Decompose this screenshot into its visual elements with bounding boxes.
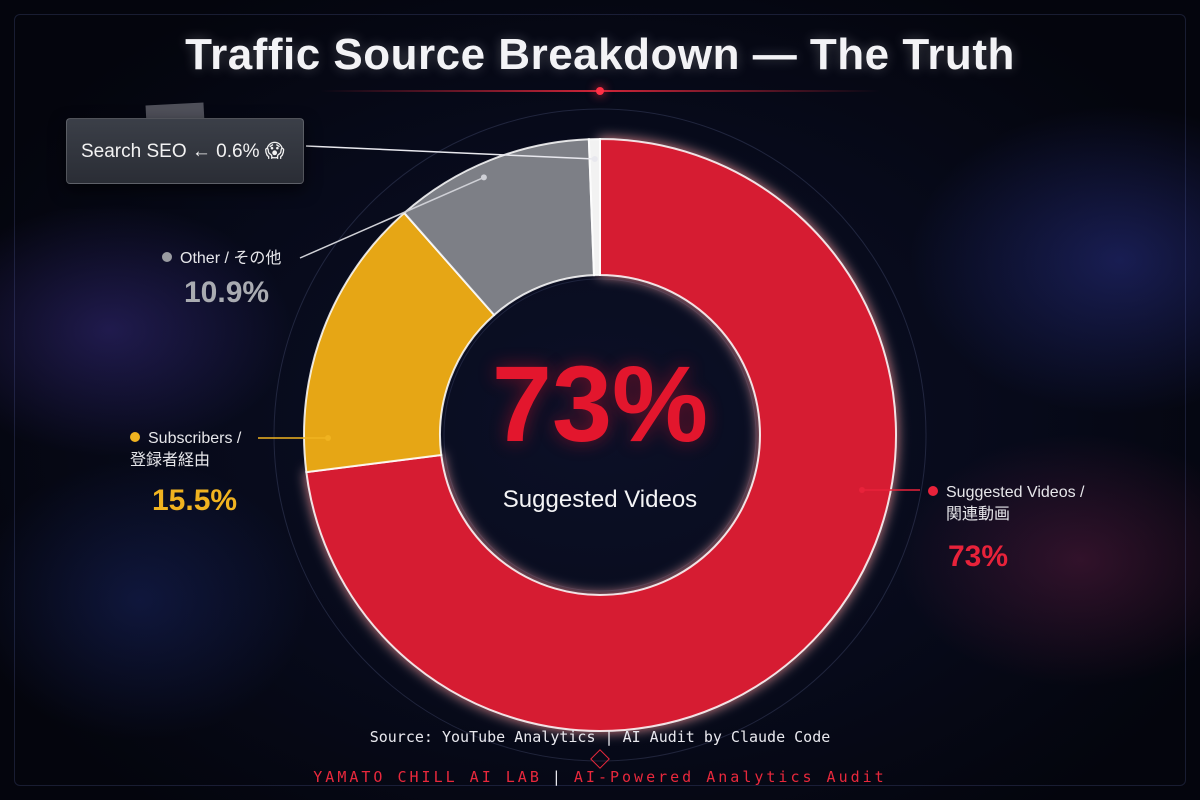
leader-other (299, 176, 485, 259)
legend-subscribers-label: Subscribers / 登録者経由 (130, 428, 241, 472)
leader-suggested-dot (859, 487, 865, 493)
footer-separator: | (551, 768, 564, 786)
legend-suggested-dot (928, 486, 938, 496)
footer-lab-name: YAMATO CHILL AI LAB (313, 768, 542, 786)
legend-suggested-name-line1: Suggested Videos / (946, 484, 1085, 501)
legend-subscribers-name-line1: Subscribers / (148, 430, 242, 447)
legend-other-dot (162, 252, 172, 262)
footer-bar: YAMATO CHILL AI LAB | AI-Powered Analytics… (0, 768, 1200, 786)
legend-other-label: Other / その他 (162, 248, 281, 270)
legend-suggested-name-line2: 関連動画 (946, 506, 1011, 523)
legend-suggested-value: 73% (948, 540, 1009, 573)
source-caption: Source: YouTube Analytics | AI Audit by … (369, 728, 831, 746)
footer-tagline: AI-Powered Analytics Audit (573, 768, 887, 786)
legend-subscribers-dot (130, 432, 140, 442)
legend-subscribers-name-line2: 登録者経由 (130, 452, 211, 469)
donut-slice-search-seo (587, 137, 601, 277)
legend-other-name: Other / その他 (180, 250, 282, 267)
leader-other-dot (480, 174, 487, 181)
outer-guide-ring (273, 108, 927, 762)
legend-other-value: 10.9% (184, 276, 270, 309)
title-divider-dot (596, 87, 604, 95)
chart-title: Traffic Source Breakdown — The Truth (185, 30, 1015, 79)
search-seo-note: Search SEO ← 0.6% 😱 (66, 118, 304, 184)
inner-guide-ring (443, 278, 757, 592)
donut-slice-suggested-videos (305, 137, 897, 732)
legend-subscribers-value: 15.5% (152, 484, 238, 517)
leader-search-seo-dot (591, 156, 598, 163)
legend-suggested-label: Suggested Videos / 関連動画 (928, 482, 1084, 526)
center-label: Suggested Videos (502, 486, 698, 513)
leader-search-seo (305, 145, 595, 160)
leader-subscribers-dot (325, 435, 331, 441)
donut-slice-subscribers (303, 211, 496, 474)
center-value: 73% (491, 343, 709, 464)
